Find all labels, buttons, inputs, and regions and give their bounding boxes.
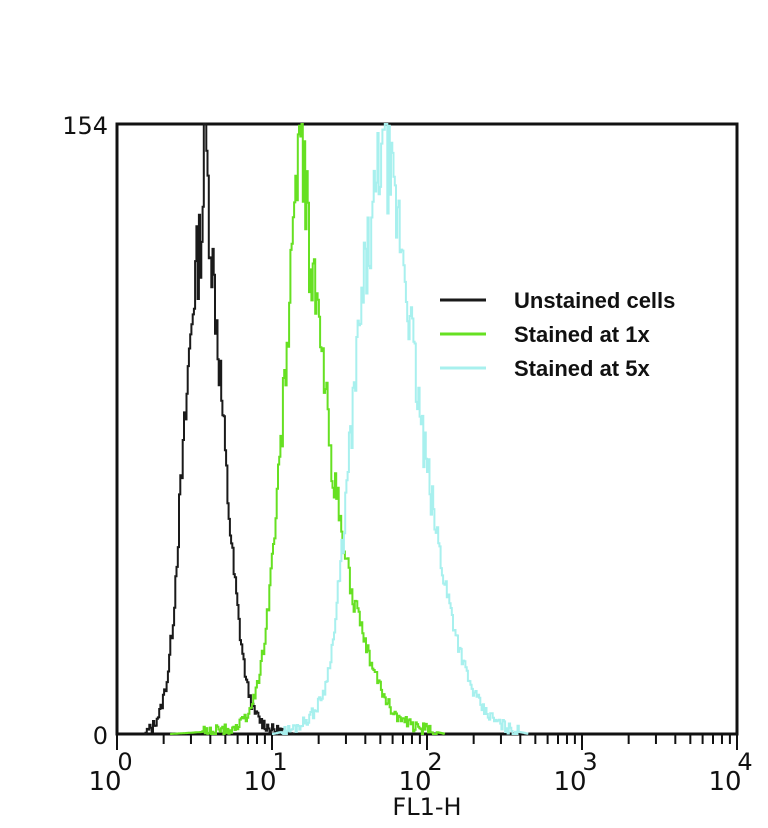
x-tick-label-exponent: 4 [737, 748, 752, 776]
histogram-series [144, 123, 529, 735]
x-tick-label-base: 10 [243, 767, 276, 797]
x-tick-label-exponent: 3 [582, 748, 597, 776]
plot-frame [115, 122, 739, 736]
x-tick-label-exponent: 1 [272, 748, 287, 776]
y-tick-label: 0 [93, 722, 108, 750]
x-tick-label-base: 10 [88, 767, 121, 797]
legend-label: Stained at 1x [514, 322, 650, 347]
legend-label: Stained at 5x [514, 356, 650, 381]
legend: Unstained cells Stained at 1x Stained at 5… [440, 288, 675, 381]
x-tick-label-exponent: 2 [427, 748, 442, 776]
x-tick-label-base: 10 [398, 767, 431, 797]
x-tick-label-exponent: 0 [117, 748, 132, 776]
x-tick-label-base: 10 [708, 767, 741, 797]
x-axis-ticks [116, 734, 738, 750]
y-tick-label: 154 [62, 112, 108, 140]
series-line [272, 123, 529, 735]
x-axis-label: FL1-H [392, 793, 461, 821]
y-axis-tick-labels: 0 154 [62, 112, 108, 750]
series-line [170, 123, 446, 735]
legend-label: Unstained cells [514, 288, 675, 313]
series-line [144, 123, 296, 735]
x-tick-label-base: 10 [553, 767, 586, 797]
